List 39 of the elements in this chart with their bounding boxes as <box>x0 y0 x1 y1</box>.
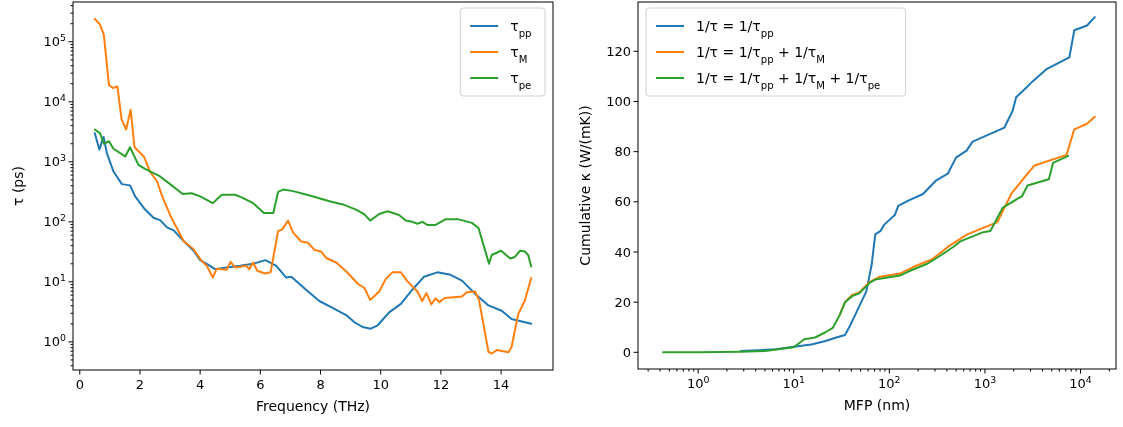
legend-label: τ$_{pp}$ <box>510 17 532 39</box>
x-tick-label: 12 <box>432 377 450 392</box>
x-axis-title: Frequency (THz) <box>255 398 371 414</box>
y-tick-label: 20 <box>614 294 631 310</box>
y-axis-title: Cumulative κ (W/(mK)) <box>577 105 593 266</box>
x-tick-label: 2 <box>135 377 145 392</box>
legend-label: τ$_{pe}$ <box>510 69 532 91</box>
y-tick-label: 100 <box>606 94 631 110</box>
legend-label: 1/τ = 1/τ$_{pp}$ + 1/τ$_{M}$ <box>696 43 825 65</box>
x-tick-label: 10 <box>372 377 389 392</box>
x-tick-label: 8 <box>316 377 325 392</box>
x-tick-label: 10$^{2}$ <box>878 373 901 391</box>
x-tick-label: 10$^{0}$ <box>686 373 710 391</box>
x-axis-title: MFP (nm) <box>843 397 911 413</box>
x-tick-label: 10$^{4}$ <box>1069 373 1092 391</box>
line-series <box>93 17 533 355</box>
y-tick-label: 10$^{5}$ <box>43 31 67 50</box>
legend-label: 1/τ = 1/τ$_{pp}$ + 1/τ$_{M}$ + 1/τ$_{pe}$ <box>696 69 881 91</box>
line-series <box>93 128 533 268</box>
y-tick-label: 120 <box>606 43 631 59</box>
x-tick-label: 10$^{3}$ <box>973 373 997 391</box>
y-tick-label: 10$^{0}$ <box>43 331 67 350</box>
x-tick-label: 10$^{1}$ <box>782 373 806 391</box>
y-tick-label: 60 <box>614 194 631 210</box>
x-tick-label: 4 <box>196 377 205 392</box>
y-tick-label: 0 <box>622 344 631 360</box>
y-axis-title: τ (ps) <box>10 166 26 206</box>
y-tick-label: 80 <box>614 144 631 160</box>
line-series <box>93 132 533 330</box>
x-tick-label: 0 <box>75 377 84 392</box>
y-tick-label: 10$^{1}$ <box>43 271 67 290</box>
x-tick-label: 6 <box>256 377 265 392</box>
legend-label: τ$_{M}$ <box>510 43 528 65</box>
y-tick-label: 40 <box>614 244 631 260</box>
y-tick-label: 10$^{4}$ <box>43 91 67 110</box>
x-tick-label: 14 <box>492 377 510 392</box>
legend-label: 1/τ = 1/τ$_{pp}$ <box>696 17 774 39</box>
y-tick-label: 10$^{2}$ <box>43 211 67 230</box>
y-tick-label: 10$^{3}$ <box>43 151 67 170</box>
